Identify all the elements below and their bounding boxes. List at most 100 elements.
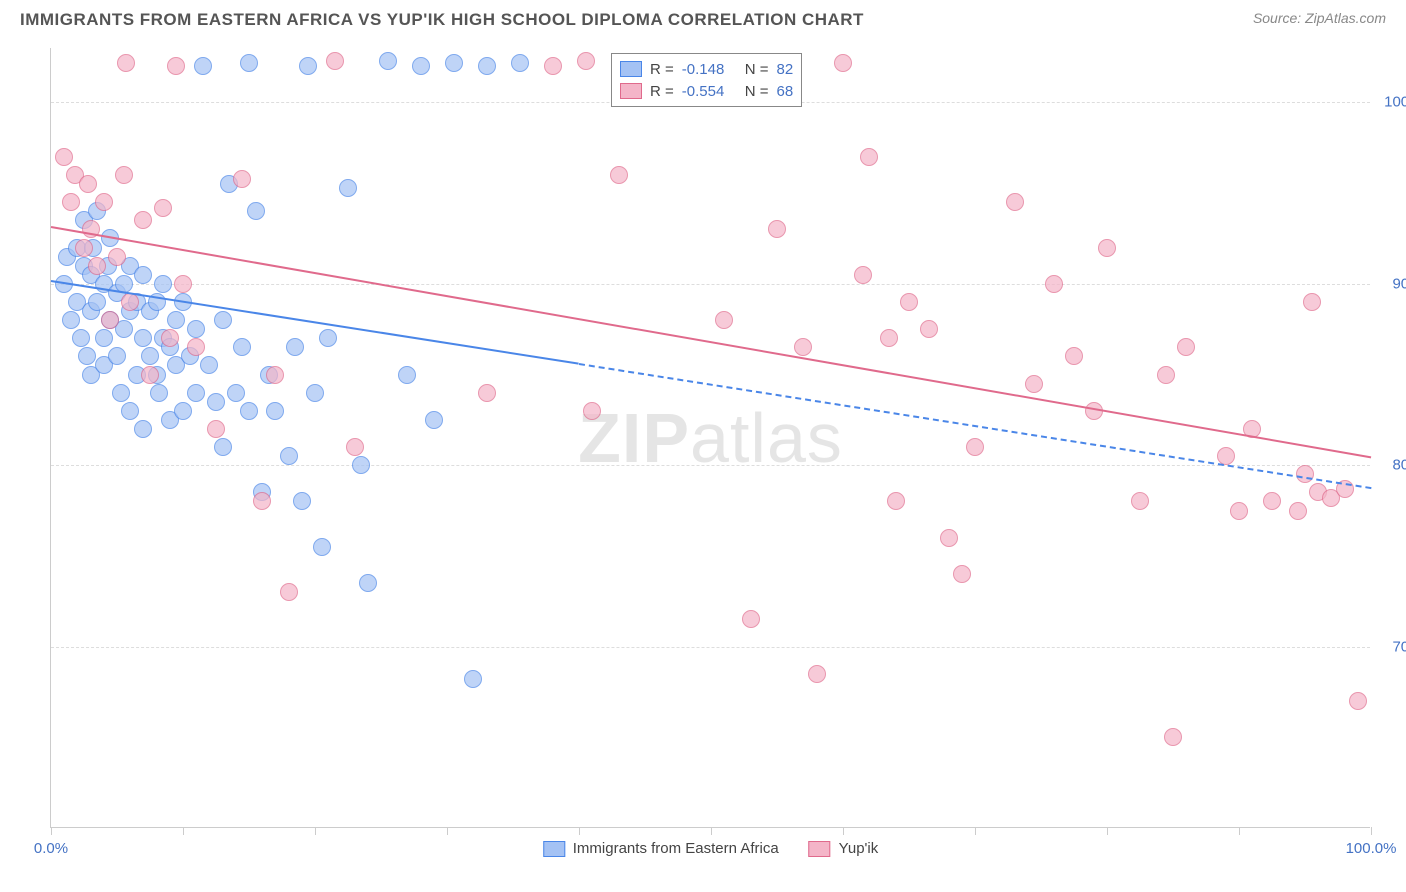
stats-R-value: -0.554 — [682, 83, 737, 100]
scatter-point — [121, 293, 139, 311]
scatter-point — [293, 492, 311, 510]
scatter-point — [715, 311, 733, 329]
scatter-point — [768, 220, 786, 238]
xtick-label: 100.0% — [1346, 840, 1397, 857]
scatter-point — [1177, 338, 1195, 356]
scatter-point — [346, 438, 364, 456]
scatter-point — [425, 411, 443, 429]
scatter-point — [266, 402, 284, 420]
stats-N-label: N = — [745, 61, 769, 78]
scatter-point — [887, 492, 905, 510]
legend-label: Yup'ik — [839, 840, 879, 857]
scatter-point — [194, 57, 212, 75]
scatter-point — [1349, 692, 1367, 710]
scatter-point — [1006, 193, 1024, 211]
scatter-point — [233, 338, 251, 356]
scatter-point — [1303, 293, 1321, 311]
scatter-point — [121, 402, 139, 420]
bottom-legend: Immigrants from Eastern Africa Yup'ik — [543, 840, 878, 857]
scatter-point — [900, 293, 918, 311]
scatter-point — [583, 402, 601, 420]
scatter-point — [187, 320, 205, 338]
xtick-label: 0.0% — [34, 840, 68, 857]
stats-R-value: -0.148 — [682, 61, 737, 78]
scatter-point — [62, 193, 80, 211]
scatter-point — [1065, 347, 1083, 365]
scatter-point — [1296, 465, 1314, 483]
scatter-point — [352, 456, 370, 474]
scatter-point — [88, 293, 106, 311]
scatter-point — [398, 366, 416, 384]
scatter-point — [167, 57, 185, 75]
scatter-point — [134, 420, 152, 438]
scatter-point — [359, 574, 377, 592]
scatter-point — [854, 266, 872, 284]
scatter-point — [117, 54, 135, 72]
scatter-point — [207, 393, 225, 411]
chart-plot-area: ZIPatlas 70.0%80.0%90.0%100.0%0.0%100.0%… — [50, 48, 1370, 828]
stats-legend: R =-0.148N =82R =-0.554N =68 — [611, 53, 802, 107]
scatter-point — [154, 199, 172, 217]
scatter-point — [511, 54, 529, 72]
xtick — [975, 827, 976, 835]
scatter-point — [108, 248, 126, 266]
stats-N-label: N = — [745, 83, 769, 100]
scatter-point — [1098, 239, 1116, 257]
scatter-point — [187, 384, 205, 402]
scatter-point — [161, 329, 179, 347]
scatter-point — [478, 384, 496, 402]
xtick — [315, 827, 316, 835]
scatter-point — [794, 338, 812, 356]
scatter-point — [860, 148, 878, 166]
legend-swatch — [543, 841, 565, 857]
xtick — [51, 827, 52, 835]
stats-N-value: 68 — [777, 83, 794, 100]
scatter-point — [1045, 275, 1063, 293]
scatter-point — [313, 538, 331, 556]
scatter-point — [339, 179, 357, 197]
stats-N-value: 82 — [777, 61, 794, 78]
scatter-point — [207, 420, 225, 438]
scatter-point — [214, 311, 232, 329]
scatter-point — [240, 54, 258, 72]
scatter-point — [78, 347, 96, 365]
scatter-point — [1230, 502, 1248, 520]
scatter-point — [412, 57, 430, 75]
xtick — [579, 827, 580, 835]
scatter-point — [174, 275, 192, 293]
xtick — [843, 827, 844, 835]
gridline-h — [51, 465, 1370, 466]
scatter-point — [280, 583, 298, 601]
scatter-point — [610, 166, 628, 184]
xtick — [711, 827, 712, 835]
scatter-point — [966, 438, 984, 456]
scatter-point — [1025, 375, 1043, 393]
scatter-point — [214, 438, 232, 456]
ytick-label: 70.0% — [1392, 638, 1406, 655]
scatter-point — [834, 54, 852, 72]
gridline-h — [51, 647, 1370, 648]
scatter-point — [1131, 492, 1149, 510]
scatter-point — [445, 54, 463, 72]
scatter-point — [478, 57, 496, 75]
ytick-label: 100.0% — [1384, 94, 1406, 111]
scatter-point — [101, 311, 119, 329]
scatter-point — [200, 356, 218, 374]
scatter-point — [299, 57, 317, 75]
scatter-point — [379, 52, 397, 70]
scatter-point — [108, 347, 126, 365]
scatter-point — [233, 170, 251, 188]
scatter-point — [953, 565, 971, 583]
scatter-point — [280, 447, 298, 465]
bottom-legend-item: Yup'ik — [809, 840, 879, 857]
scatter-point — [62, 311, 80, 329]
ytick-label: 90.0% — [1392, 275, 1406, 292]
scatter-point — [227, 384, 245, 402]
ytick-label: 80.0% — [1392, 457, 1406, 474]
scatter-point — [79, 175, 97, 193]
scatter-point — [88, 257, 106, 275]
scatter-point — [55, 148, 73, 166]
scatter-point — [880, 329, 898, 347]
legend-label: Immigrants from Eastern Africa — [573, 840, 779, 857]
scatter-point — [240, 402, 258, 420]
